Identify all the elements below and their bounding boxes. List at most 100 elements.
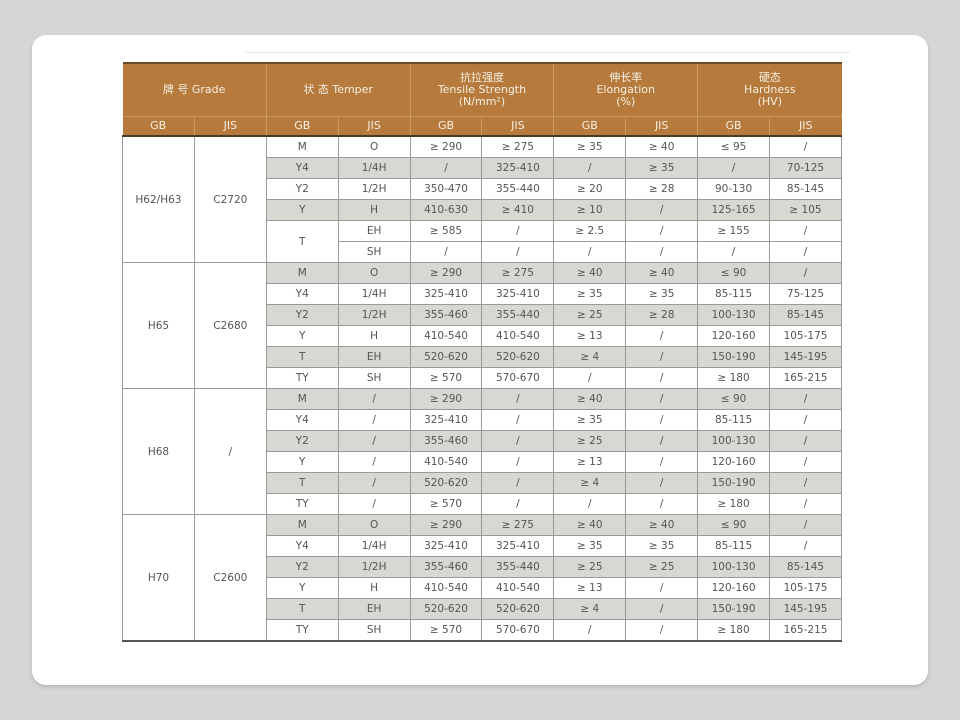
grade-gb: H70 (122, 514, 195, 642)
table-cell: 520-620 (481, 598, 555, 620)
subheader-gb: GB (409, 116, 482, 136)
table-row: Y2 1/2H 355-460 355-440 ≥ 25 ≥ 28 100-130 85-14… (123, 304, 842, 326)
table-cell: T (265, 220, 339, 263)
table-cell: EH (337, 220, 411, 242)
table-cell: Y (265, 325, 339, 347)
table-cell: 325-410 (409, 535, 483, 557)
table-cell: TY (265, 619, 339, 642)
table-row: Y/410-540/≥ 13/120-160/ (123, 451, 842, 473)
table-cell: / (625, 493, 699, 515)
table-cell: 325-410 (409, 409, 483, 431)
table-cell: ≥ 275 (481, 262, 555, 284)
table-cell: 410-540 (409, 325, 483, 347)
table-cell: / (769, 135, 842, 158)
table-cell: T (265, 346, 339, 368)
table-cell: Y4 (265, 535, 339, 557)
table-cell: 410-540 (409, 577, 483, 599)
table-cell: 570-670 (481, 619, 555, 642)
table-cell: 1/4H (337, 535, 411, 557)
table-cell: ≥ 570 (409, 619, 483, 642)
header-elongation-en: Elongation (596, 83, 655, 96)
table-cell: 70-125 (769, 157, 842, 179)
table-cell: ≥ 2.5 (553, 220, 627, 242)
table-cell: 85-145 (769, 178, 842, 200)
table-cell: 570-670 (481, 367, 555, 389)
table-cell: 355-440 (481, 304, 555, 326)
table-cell: 355-460 (409, 304, 483, 326)
table-cell: / (769, 241, 842, 263)
table-cell: ≥ 40 (625, 514, 699, 536)
grade-gb: H65 (122, 262, 195, 389)
table-row: T/520-620/≥ 4/150-190/ (123, 472, 842, 494)
table-cell: / (769, 262, 842, 284)
table-cell: / (769, 388, 842, 410)
table-cell: T (265, 472, 339, 494)
table-cell: ≥ 25 (553, 304, 627, 326)
subheader-gb: GB (122, 116, 195, 136)
table-cell: ≥ 290 (409, 514, 483, 536)
table-cell: SH (337, 367, 411, 389)
table-cell: / (625, 430, 699, 452)
table-row: Y2/355-460/≥ 25/100-130/ (123, 430, 842, 452)
table-row: H68/M / ≥ 290/≥ 40/≤ 90/ (122, 388, 842, 515)
header-tensile-unit: (N/mm²) (458, 95, 506, 108)
table-cell: T (265, 598, 339, 620)
table-cell: 355-460 (409, 556, 483, 578)
table-cell: 1/2H (337, 556, 411, 578)
table-cell: / (769, 493, 842, 515)
table-cell: H (337, 325, 411, 347)
table-cell: ≥ 410 (481, 199, 555, 221)
table-cell: O (337, 262, 411, 284)
table-cell: 85-115 (697, 283, 771, 305)
table-cell: TY (265, 367, 339, 389)
table-cell: / (769, 451, 842, 473)
table-cell: ≥ 35 (553, 409, 627, 431)
table-cell: ≥ 40 (625, 135, 699, 158)
table-cell: 410-540 (481, 325, 555, 347)
table-cell: 150-190 (697, 598, 771, 620)
table-cell: / (337, 493, 411, 515)
table-cell: / (553, 157, 627, 179)
table-cell: 520-620 (481, 346, 555, 368)
header-hardness-unit: (HV) (757, 95, 782, 108)
grade-jis: C2720 (193, 135, 267, 263)
table-cell: ≥ 180 (697, 619, 771, 642)
table-cell: 120-160 (697, 451, 771, 473)
table-cell: 85-145 (769, 556, 842, 578)
header-hardness-en: Hardness (744, 83, 796, 96)
table-cell: / (481, 388, 555, 410)
subheader-jis: JIS (625, 116, 698, 136)
table-cell: ≥ 105 (769, 199, 842, 221)
table-cell: ≥ 40 (553, 388, 627, 410)
table-cell: M (265, 135, 339, 158)
grade-jis: / (193, 388, 267, 515)
header-grade: 牌 号 Grade (122, 63, 267, 117)
table-cell: H (337, 199, 411, 221)
table-cell: / (625, 325, 699, 347)
table-cell: Y2 (265, 178, 339, 200)
table-cell: / (337, 451, 411, 473)
table-cell: / (481, 430, 555, 452)
table-cell: / (625, 367, 699, 389)
table-row: TY SH ≥ 570 570-670// ≥ 180 165-215 (123, 619, 842, 642)
table-cell: / (553, 241, 627, 263)
table-cell: Y (265, 451, 339, 473)
table-cell: / (553, 619, 627, 642)
table-cell: SH (337, 241, 411, 263)
table-cell: ≥ 35 (625, 535, 699, 557)
subheader-jis: JIS (193, 116, 267, 136)
table-cell: ≥ 35 (625, 283, 699, 305)
subheader-jis: JIS (481, 116, 554, 136)
table-cell: O (337, 135, 411, 158)
table-row: T EH 520-620 520-620 ≥ 4/150-190 145-195 (123, 598, 842, 620)
table-row: H70 C2600 M O ≥ 290 ≥ 275 ≥ 40 ≥ 40 ≤ 90/ (122, 514, 842, 642)
table-cell: / (481, 493, 555, 515)
table-cell: / (625, 220, 699, 242)
table-cell: 85-115 (697, 409, 771, 431)
header-elongation: 伸长率 Elongation (%) (553, 63, 698, 117)
table-cell: ≥ 4 (553, 346, 627, 368)
table-cell: ≥ 155 (697, 220, 771, 242)
grade-gb: H62/H63 (122, 135, 195, 263)
table-cell: / (337, 472, 411, 494)
subheader-jis: JIS (769, 116, 842, 136)
